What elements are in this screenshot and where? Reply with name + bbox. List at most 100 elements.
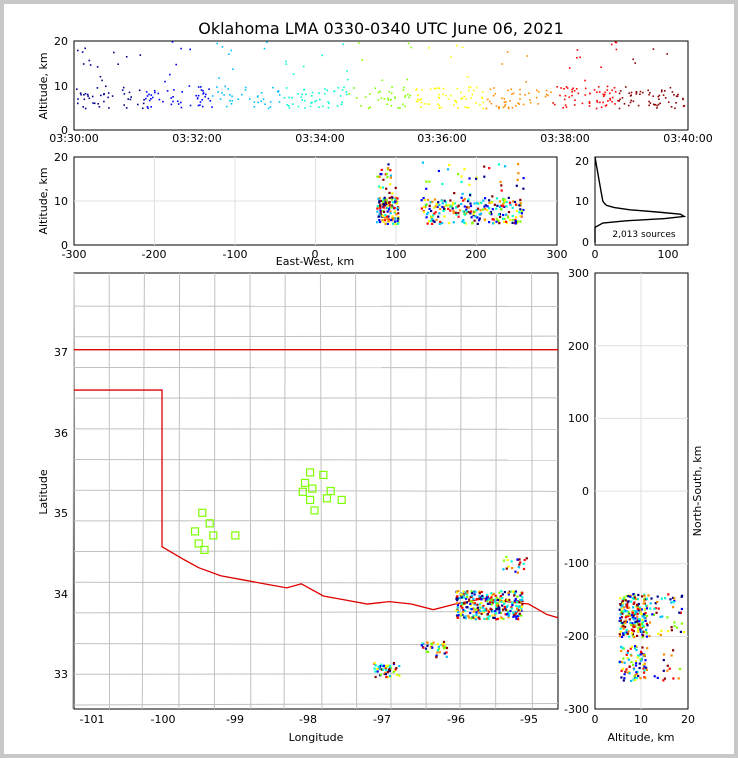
map-source-point xyxy=(508,612,511,615)
ew-source-point xyxy=(469,212,472,215)
ns-source-point xyxy=(634,611,637,614)
time-source-point xyxy=(318,106,320,108)
time-source-point xyxy=(437,103,439,105)
station-marker xyxy=(200,545,209,555)
ns-source-point xyxy=(645,668,648,671)
time-source-point xyxy=(596,99,598,102)
ew-source-point xyxy=(385,172,388,175)
map-source-point xyxy=(464,615,467,618)
ns-source-point xyxy=(654,602,657,605)
station-marker xyxy=(209,531,218,540)
time-source-point xyxy=(630,99,633,102)
map-source-point xyxy=(504,600,507,603)
ns-source-point xyxy=(642,625,645,628)
ew-source-point xyxy=(503,198,506,201)
ew-source-point xyxy=(488,212,491,215)
time-source-point xyxy=(517,102,519,104)
map-source-point xyxy=(473,603,476,606)
time-source-point xyxy=(675,95,678,97)
map-source-point xyxy=(443,642,446,645)
ew-source-point xyxy=(473,210,476,213)
ns-source-point xyxy=(637,675,640,678)
ew-source-point xyxy=(447,204,450,207)
time-source-point xyxy=(374,87,376,89)
map-source-point xyxy=(494,612,497,615)
ns-source-point xyxy=(640,657,644,660)
ew-source-point xyxy=(472,214,475,217)
ew-source-point xyxy=(391,192,394,195)
map-source-point xyxy=(516,558,519,561)
time-source-point xyxy=(573,90,576,92)
ew-source-point xyxy=(379,186,382,189)
time-source-point xyxy=(361,59,363,61)
time-source-point xyxy=(292,103,294,105)
ns-source-point xyxy=(638,618,641,621)
ew-source-point xyxy=(387,219,390,222)
time-source-point xyxy=(482,101,485,104)
time-source-point xyxy=(428,47,430,49)
time-source-point xyxy=(150,98,152,100)
ew-source-point xyxy=(465,210,468,213)
ns-source-point xyxy=(670,629,673,632)
time-source-point xyxy=(460,98,462,100)
ew-source-point xyxy=(376,175,379,178)
county-line xyxy=(73,673,559,675)
time-source-point xyxy=(204,95,206,98)
time-source-point xyxy=(148,93,150,96)
time-source-point xyxy=(606,85,609,88)
time-source-point xyxy=(421,89,423,91)
time-source-point xyxy=(402,89,405,91)
ew-source-point xyxy=(507,211,511,214)
time-source-point xyxy=(596,101,599,103)
time-source-point xyxy=(574,99,576,101)
time-source-point xyxy=(440,106,443,109)
time-source-point xyxy=(664,97,667,99)
ns-source-point xyxy=(670,601,673,604)
map-source-point xyxy=(460,596,463,599)
time-source-point xyxy=(415,89,417,91)
time-source-point xyxy=(197,86,200,88)
ew-source-point xyxy=(396,200,399,204)
ns-source-point xyxy=(641,636,644,639)
time-source-point xyxy=(603,93,606,96)
ew-source-point xyxy=(378,219,381,222)
map-source-point xyxy=(436,651,439,654)
map-panel-points xyxy=(373,555,528,679)
ns-source-point xyxy=(621,602,624,605)
ns-panel-points xyxy=(618,593,686,682)
ew-source-point xyxy=(516,220,519,223)
station-marker xyxy=(298,487,307,496)
ew-source-point xyxy=(453,202,457,205)
time-source-point xyxy=(223,94,225,96)
ew-source-point xyxy=(394,186,397,189)
map-source-point xyxy=(443,652,446,655)
ew-xtick-1: -200 xyxy=(142,248,167,261)
map-source-point xyxy=(486,593,489,597)
time-source-point xyxy=(211,106,213,108)
map-source-point xyxy=(520,605,523,608)
time-source-point xyxy=(340,103,343,106)
ew-source-point xyxy=(516,222,519,225)
ew-source-point xyxy=(511,219,514,222)
time-source-point xyxy=(77,102,79,105)
time-source-point xyxy=(445,94,447,97)
time-source-point xyxy=(269,101,272,103)
time-source-point xyxy=(564,104,567,106)
ns-source-point xyxy=(644,598,647,601)
ns-source-point xyxy=(645,604,648,607)
ew-source-point xyxy=(505,200,508,204)
ns-source-point xyxy=(624,625,627,629)
time-source-point xyxy=(479,103,481,106)
ew-source-point xyxy=(502,205,505,208)
ns-source-point xyxy=(626,651,629,654)
ew-panel-ylabel: Altitude, km xyxy=(37,167,50,234)
time-source-point xyxy=(598,91,601,93)
map-source-point xyxy=(459,605,462,608)
time-source-point xyxy=(138,89,141,92)
ns-source-point xyxy=(624,599,627,602)
time-source-point xyxy=(662,94,665,96)
map-source-point xyxy=(469,611,472,615)
ns-source-point xyxy=(643,608,647,611)
ew-source-point xyxy=(438,203,441,206)
map-ytick-2: 35 xyxy=(54,507,68,520)
